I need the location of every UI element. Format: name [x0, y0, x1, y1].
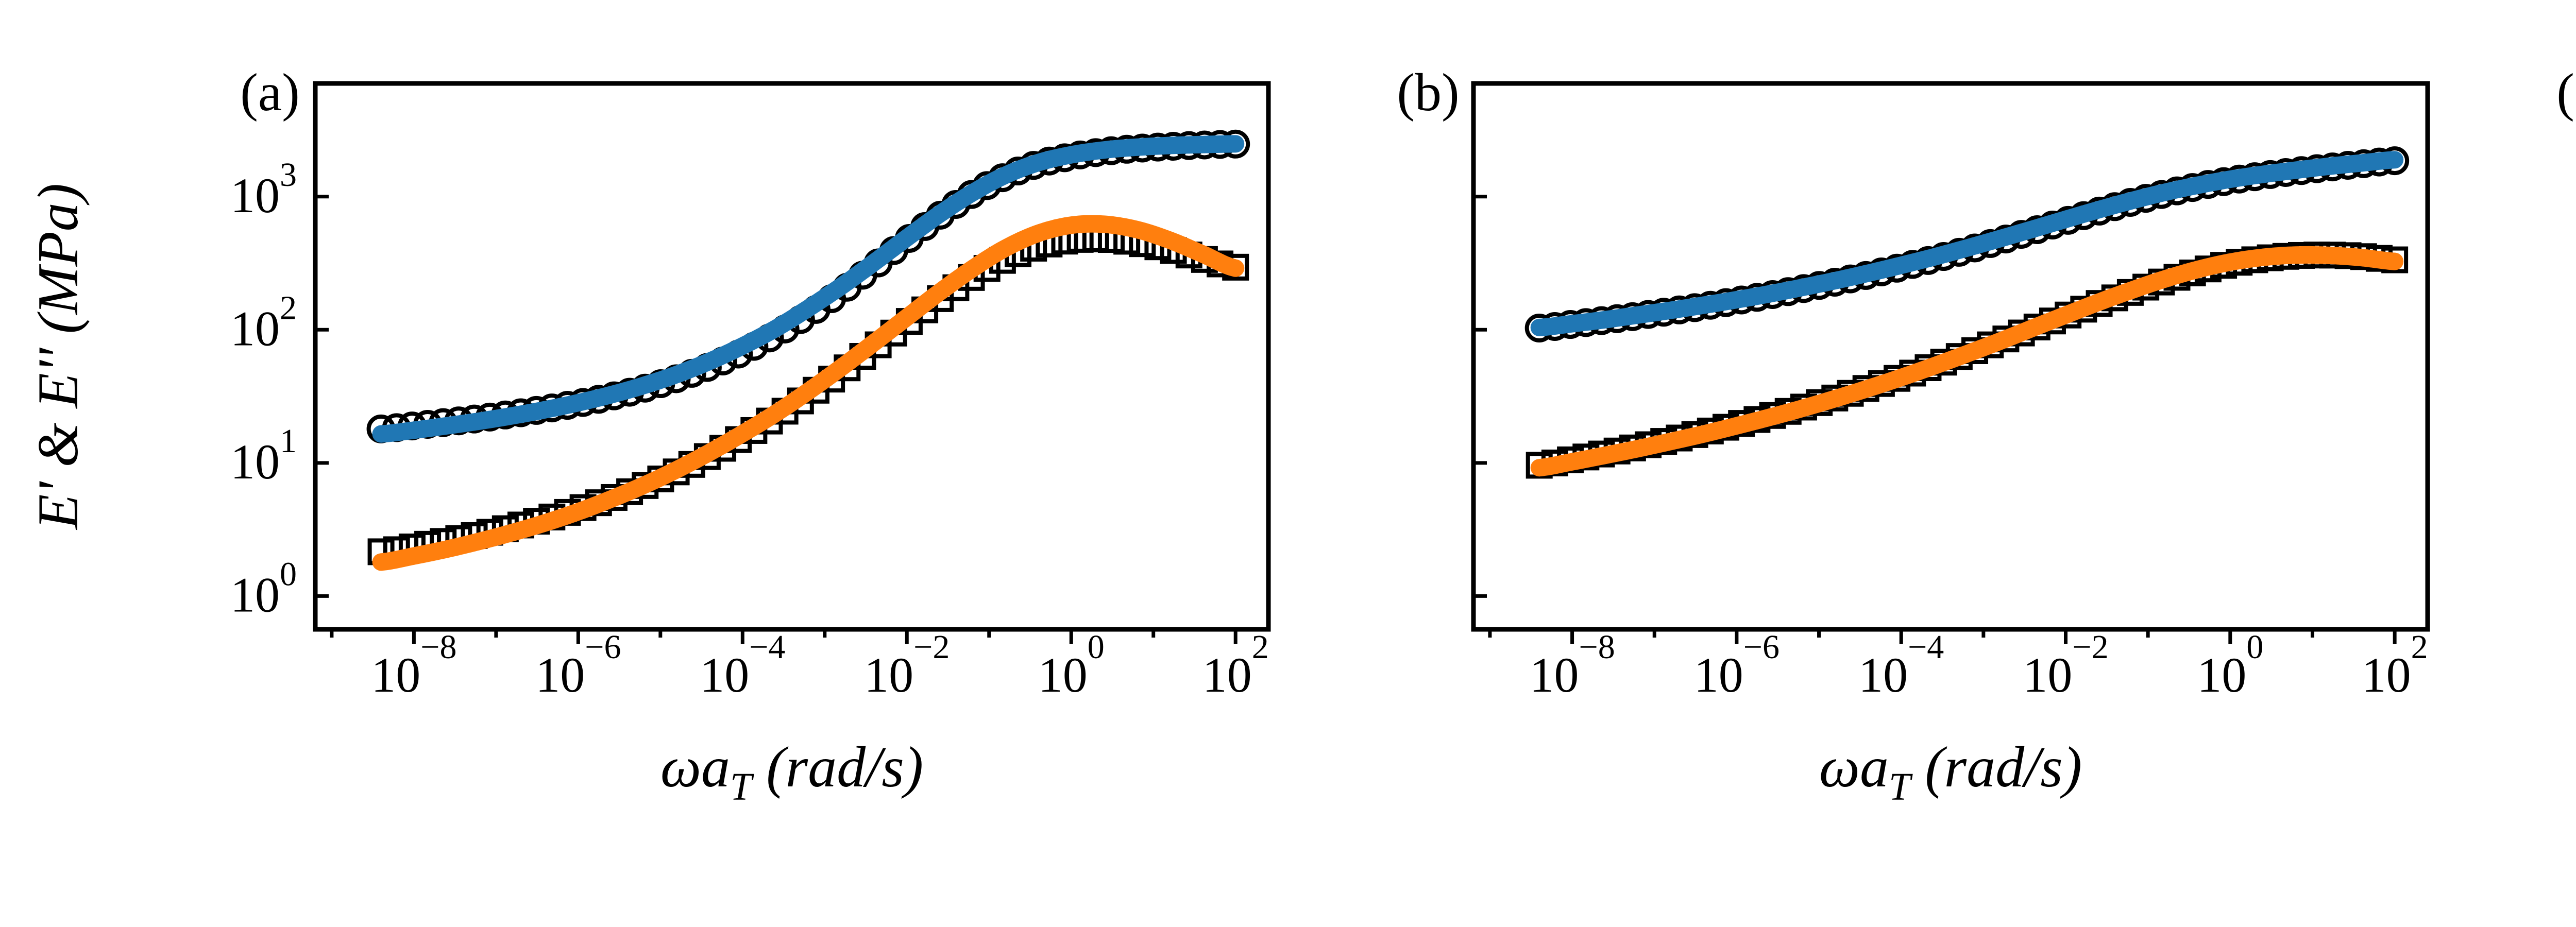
y-axis-title: E' & E'' (MPa): [26, 183, 90, 530]
x-tick-label: 100: [2197, 628, 2263, 702]
y-tick-label: 102: [230, 289, 297, 356]
x-tick-label: 102: [1202, 628, 1269, 702]
model-line-loss-b: [1530, 246, 2404, 477]
y-tick-label: 101: [230, 422, 297, 489]
x-tick-label: 100: [1038, 628, 1105, 702]
model-line-storage-b: [1530, 151, 2404, 336]
x-tick-label: 10−8: [1529, 628, 1615, 702]
model-line-loss-a: [372, 215, 1245, 571]
panel-label-b: (b): [1397, 63, 1459, 122]
x-tick-label: 10−2: [864, 628, 950, 702]
x-tick-label: 10−8: [371, 628, 456, 702]
model-line-storage-a: [372, 135, 1245, 443]
panel-label-c: (c): [2556, 63, 2576, 122]
x-axis-title-a: ωaT (rad/s): [660, 735, 923, 809]
panel-label-a: (a): [240, 63, 299, 122]
plot-area-a: [366, 129, 1250, 571]
x-tick-label: 10−6: [1694, 628, 1780, 702]
panel-b: 10−8 10−6 10−4 10−2 100 102 (b) ωaT (rad/s): [1397, 63, 2430, 809]
x-tick-label: 10−4: [1858, 628, 1944, 702]
axis-frame-a: [313, 81, 1271, 632]
panel-a: 10−8 10−6 10−4 10−2 100 102 100 101 102 103 (a) ωaT…: [230, 63, 1271, 809]
plot-area-b: [1524, 146, 2410, 479]
x-tick-label: 10−6: [535, 628, 621, 702]
axis-frame-b: [1471, 81, 2430, 632]
x-tick-label: 102: [2362, 628, 2428, 702]
x-tick-label: 10−4: [700, 628, 785, 702]
y-tick-label: 100: [230, 556, 297, 623]
x-tick-label: 10−2: [2023, 628, 2108, 702]
x-axis-title-b: ωaT (rad/s): [1819, 735, 2082, 809]
y-tick-label: 103: [230, 156, 297, 223]
